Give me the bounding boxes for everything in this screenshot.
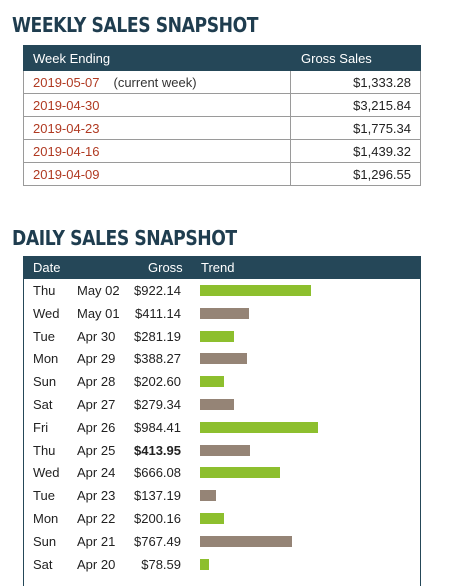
daily-row: Mon Apr 22 $200.16 bbox=[24, 507, 420, 530]
day-date: Apr 20 bbox=[77, 556, 116, 572]
day-of-week: Fri bbox=[33, 419, 49, 435]
weekly-sales-table: Week Ending Gross Sales 2019-05-07 (curre… bbox=[23, 45, 421, 186]
trend-bar bbox=[200, 330, 234, 342]
trend-bar bbox=[200, 285, 311, 296]
day-date: Apr 30 bbox=[77, 328, 116, 344]
day-of-week: Wed bbox=[33, 465, 60, 481]
weekly-row: 2019-04-30 $3,215.84 bbox=[23, 93, 421, 117]
week-ending-cell: 2019-04-23 bbox=[23, 116, 291, 140]
day-date: May 02 bbox=[77, 283, 120, 298]
day-of-week: Sat bbox=[33, 396, 53, 412]
week-date-link[interactable]: 2019-04-30 bbox=[33, 97, 100, 113]
day-gross: $137.19 bbox=[134, 488, 181, 504]
daily-header-row: Date Gross Trend bbox=[24, 256, 420, 279]
trend-bar bbox=[200, 535, 292, 547]
daily-row: Fri Apr 26 $984.41 bbox=[24, 416, 420, 439]
gross-sales-cell: $1,333.28 bbox=[290, 70, 421, 94]
week-ending-cell: 2019-05-07 (current week) bbox=[23, 70, 291, 94]
day-gross: $388.27 bbox=[134, 351, 181, 367]
date-header: Date bbox=[33, 260, 61, 275]
trend-bar bbox=[200, 353, 247, 365]
daily-sales-panel: Date Gross Trend Thu May 02 $922.14 Wed May … bbox=[23, 256, 421, 586]
daily-row: Sat Apr 20 $78.59 bbox=[24, 553, 420, 576]
day-of-week: Sat bbox=[33, 556, 53, 572]
week-ending-cell: 2019-04-16 bbox=[23, 139, 291, 163]
day-date: Apr 28 bbox=[77, 374, 116, 390]
daily-row: Sun Apr 21 $767.49 bbox=[24, 530, 420, 553]
daily-row: Tue Apr 30 $281.19 bbox=[24, 325, 420, 348]
day-date: Apr 21 bbox=[77, 533, 116, 549]
day-date: Apr 26 bbox=[77, 419, 116, 435]
weekly-sales-title: WEEKLY SALES SNAPSHOT bbox=[12, 13, 259, 37]
day-date: Apr 23 bbox=[77, 488, 116, 504]
daily-row: Wed Apr 24 $666.08 bbox=[24, 461, 420, 484]
day-of-week: Tue bbox=[33, 328, 55, 344]
daily-row: Sun Apr 28 $202.60 bbox=[24, 370, 420, 393]
day-date: May 01 bbox=[77, 305, 120, 321]
trend-bar bbox=[200, 307, 249, 319]
day-gross: $279.34 bbox=[134, 396, 181, 412]
day-of-week: Sun bbox=[33, 533, 57, 549]
day-of-week: Mon bbox=[33, 510, 59, 526]
week-ending-cell: 2019-04-09 bbox=[23, 162, 291, 186]
weekly-row: 2019-04-16 $1,439.32 bbox=[23, 139, 421, 163]
day-date: Apr 25 bbox=[77, 442, 116, 458]
day-date: Apr 24 bbox=[77, 465, 116, 481]
day-gross: $200.16 bbox=[134, 510, 181, 526]
weekly-row: 2019-04-23 $1,775.34 bbox=[23, 116, 421, 140]
day-gross: $413.95 bbox=[134, 442, 181, 458]
day-of-week: Wed bbox=[33, 305, 60, 321]
daily-sales-title: DAILY SALES SNAPSHOT bbox=[12, 226, 237, 250]
day-of-week: Thu bbox=[33, 442, 56, 458]
day-gross: $281.19 bbox=[134, 328, 181, 344]
trend-bar bbox=[200, 467, 280, 479]
gross-sales-cell: $1,775.34 bbox=[290, 116, 421, 140]
week-ending-cell: 2019-04-30 bbox=[23, 93, 291, 117]
trend-bar bbox=[200, 558, 209, 570]
trend-bar bbox=[200, 421, 318, 433]
day-gross: $922.14 bbox=[134, 283, 181, 298]
daily-row: Mon Apr 29 $388.27 bbox=[24, 347, 420, 370]
week-date-link[interactable]: 2019-04-23 bbox=[33, 120, 100, 136]
trend-bar bbox=[200, 512, 224, 524]
day-gross: $202.60 bbox=[134, 374, 181, 390]
daily-row: Wed May 01 $411.14 bbox=[24, 302, 420, 325]
trend-bar bbox=[200, 398, 234, 410]
gross-sales-cell: $1,439.32 bbox=[290, 139, 421, 163]
day-of-week: Tue bbox=[33, 488, 55, 504]
trend-header: Trend bbox=[201, 260, 235, 275]
weekly-row: 2019-04-09 $1,296.55 bbox=[23, 162, 421, 186]
week-note: (current week) bbox=[113, 74, 197, 90]
daily-row: Thu May 02 $922.14 bbox=[24, 279, 420, 302]
day-date: Apr 29 bbox=[77, 351, 116, 367]
day-of-week: Thu bbox=[33, 283, 56, 298]
gross-sales-cell: $1,296.55 bbox=[290, 162, 421, 186]
day-of-week: Mon bbox=[33, 351, 59, 367]
daily-rows: Thu May 02 $922.14 Wed May 01 $411.14 Tue Apr 3… bbox=[24, 279, 420, 575]
day-of-week: Sun bbox=[33, 374, 57, 390]
daily-row: Sat Apr 27 $279.34 bbox=[24, 393, 420, 416]
day-date: Apr 27 bbox=[77, 396, 116, 412]
week-date-link[interactable]: 2019-05-07 bbox=[33, 74, 100, 90]
weekly-header-row: Week Ending Gross Sales bbox=[23, 45, 421, 71]
day-gross: $767.49 bbox=[134, 533, 181, 549]
daily-row: Tue Apr 23 $137.19 bbox=[24, 484, 420, 507]
day-gross: $666.08 bbox=[134, 465, 181, 481]
week-ending-header: Week Ending bbox=[23, 45, 291, 71]
day-date: Apr 22 bbox=[77, 510, 116, 526]
gross-sales-cell: $3,215.84 bbox=[290, 93, 421, 117]
gross-sales-header: Gross Sales bbox=[290, 45, 421, 71]
gross-header: Gross bbox=[148, 260, 183, 275]
trend-bar bbox=[200, 444, 250, 456]
daily-row: Thu Apr 25 $413.95 bbox=[24, 439, 420, 462]
day-gross: $411.14 bbox=[134, 305, 181, 321]
day-gross: $78.59 bbox=[141, 556, 181, 572]
week-date-link[interactable]: 2019-04-09 bbox=[33, 166, 100, 182]
trend-bar bbox=[200, 490, 216, 502]
day-gross: $984.41 bbox=[134, 419, 181, 435]
week-date-link[interactable]: 2019-04-16 bbox=[33, 143, 100, 159]
trend-bar bbox=[200, 376, 224, 388]
weekly-row: 2019-05-07 (current week) $1,333.28 bbox=[23, 70, 421, 94]
